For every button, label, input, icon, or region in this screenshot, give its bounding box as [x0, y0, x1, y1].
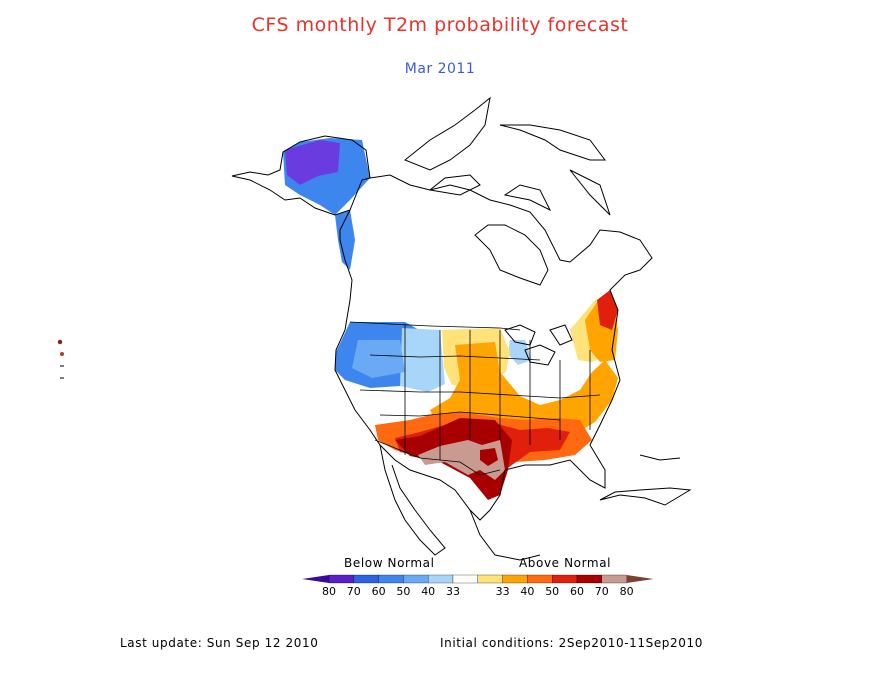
- colorbar-bin: [527, 574, 553, 584]
- mark-dot-2: [60, 352, 64, 356]
- great-lakes-below: [508, 340, 532, 365]
- colorbar-bin: [502, 574, 528, 584]
- political-borders: [349, 321, 601, 476]
- colorbar-bin: [353, 574, 379, 584]
- above-normal-label: Above Normal: [519, 556, 612, 570]
- colorbar-bin: [552, 574, 578, 584]
- probability-shading: [283, 138, 618, 500]
- left-edge-marks: [57, 339, 64, 379]
- below-normal-label: Below Normal: [344, 556, 435, 570]
- colorbar-tick-label: 40: [421, 585, 435, 598]
- nw-us-mid: [352, 340, 405, 378]
- colorbar-tick-label: 33: [496, 585, 510, 598]
- colorbar-bin: [477, 574, 503, 584]
- colorbar-tick-label: 70: [595, 585, 609, 598]
- ne-above-red: [597, 290, 618, 330]
- colorbar-tick-label: 80: [322, 585, 336, 598]
- alaska-panhandle: [335, 210, 355, 270]
- colorbar-tick-label: 60: [570, 585, 584, 598]
- colorbar-right-arrow: [626, 575, 654, 583]
- forecast-title: CFS monthly T2m probability forecast: [251, 14, 629, 36]
- colorbar-bin: [403, 574, 429, 584]
- colorbar-tick-label: 50: [396, 585, 410, 598]
- colorbar-bin: [378, 574, 404, 584]
- mark-dot-1: [57, 339, 63, 345]
- colorbar-tick-label: 60: [372, 585, 386, 598]
- colorbar-tick-label: 50: [545, 585, 559, 598]
- colorbar-bin: [601, 574, 627, 584]
- coastlines: [231, 96, 692, 561]
- colorbar-tick-label: 33: [446, 585, 460, 598]
- initial-conditions-text: Initial conditions: 2Sep2010-11Sep2010: [440, 636, 703, 650]
- colorbar-bin: [328, 574, 354, 584]
- last-update-text: Last update: Sun Sep 12 2010: [120, 636, 319, 650]
- texas-inner-red: [480, 448, 498, 466]
- colorbar-tick-label: 80: [620, 585, 634, 598]
- colorbar-tick-label: 40: [520, 585, 534, 598]
- colorbar-tick-label: 70: [347, 585, 361, 598]
- colorbar-bin: [576, 574, 602, 584]
- nw-us-light: [400, 328, 445, 392]
- colorbar-bin: [428, 574, 454, 584]
- colorbar-bin: [452, 574, 478, 584]
- probability-colorbar: 80 70 60 50 40 33 33 40 50 60 70 80: [302, 574, 654, 598]
- alaska-strong-below: [285, 140, 340, 185]
- colorbar-left-arrow: [302, 575, 329, 583]
- forecast-month: Mar 2011: [404, 61, 476, 77]
